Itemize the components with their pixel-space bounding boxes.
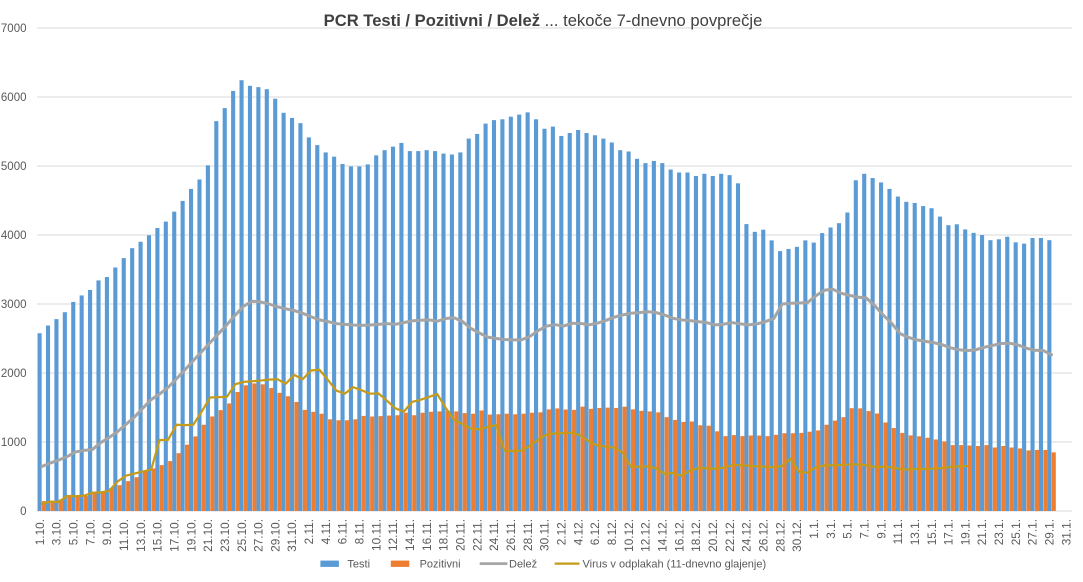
svg-text:7.1.: 7.1. bbox=[857, 519, 871, 539]
svg-text:13.10.: 13.10. bbox=[134, 519, 148, 552]
svg-text:Virus v odplakah (11-dnevno gl: Virus v odplakah (11-dnevno glajenje) bbox=[583, 558, 767, 570]
svg-text:12.12.: 12.12. bbox=[639, 519, 653, 552]
svg-text:18.12.: 18.12. bbox=[689, 519, 703, 552]
svg-text:27.10.: 27.10. bbox=[252, 519, 266, 552]
svg-text:2.12.: 2.12. bbox=[555, 519, 569, 545]
svg-text:25.10.: 25.10. bbox=[235, 519, 249, 552]
svg-text:3.1.: 3.1. bbox=[824, 519, 838, 539]
svg-text:22.12.: 22.12. bbox=[723, 519, 737, 552]
svg-text:2.11.: 2.11. bbox=[302, 519, 316, 544]
svg-text:22.11.: 22.11. bbox=[470, 519, 484, 551]
svg-text:1.1.: 1.1. bbox=[807, 519, 821, 539]
svg-text:20.11.: 20.11. bbox=[454, 519, 468, 551]
svg-text:18.11.: 18.11. bbox=[437, 519, 451, 551]
svg-text:2000: 2000 bbox=[1, 368, 27, 380]
svg-text:26.12.: 26.12. bbox=[756, 519, 770, 552]
svg-text:11.1.: 11.1. bbox=[891, 519, 905, 544]
svg-text:1000: 1000 bbox=[1, 437, 27, 449]
svg-text:8.11.: 8.11. bbox=[353, 519, 367, 544]
svg-text:27.1.: 27.1. bbox=[1026, 519, 1040, 545]
svg-text:21.1.: 21.1. bbox=[975, 519, 989, 545]
svg-text:15.10.: 15.10. bbox=[151, 519, 165, 552]
svg-text:3000: 3000 bbox=[1, 299, 27, 311]
svg-text:21.10.: 21.10. bbox=[201, 519, 215, 552]
svg-text:10.11.: 10.11. bbox=[369, 519, 383, 551]
svg-text:29.1.: 29.1. bbox=[1043, 519, 1057, 545]
svg-text:19.1.: 19.1. bbox=[958, 519, 972, 545]
svg-text:17.1.: 17.1. bbox=[942, 519, 956, 545]
svg-text:8.12.: 8.12. bbox=[605, 519, 619, 545]
svg-text:11.10.: 11.10. bbox=[117, 519, 131, 551]
svg-text:30.12.: 30.12. bbox=[790, 519, 804, 552]
svg-text:4.11.: 4.11. bbox=[319, 519, 333, 544]
svg-text:19.10.: 19.10. bbox=[184, 519, 198, 552]
svg-text:28.11.: 28.11. bbox=[521, 519, 535, 551]
svg-text:5.1.: 5.1. bbox=[841, 519, 855, 539]
svg-text:16.11.: 16.11. bbox=[420, 519, 434, 551]
svg-text:15.1.: 15.1. bbox=[925, 519, 939, 545]
svg-text:0: 0 bbox=[20, 506, 26, 518]
svg-text:6.11.: 6.11. bbox=[336, 519, 350, 544]
svg-text:4000: 4000 bbox=[1, 230, 27, 242]
svg-text:9.10.: 9.10. bbox=[100, 519, 114, 545]
svg-text:Testi: Testi bbox=[347, 558, 370, 570]
svg-text:Delež: Delež bbox=[509, 558, 537, 570]
svg-text:17.10.: 17.10. bbox=[167, 519, 181, 552]
svg-text:12.11.: 12.11. bbox=[386, 519, 400, 551]
svg-text:24.11.: 24.11. bbox=[487, 519, 501, 551]
svg-text:31.10.: 31.10. bbox=[285, 519, 299, 552]
svg-text:20.12.: 20.12. bbox=[706, 519, 720, 552]
svg-text:5000: 5000 bbox=[1, 161, 27, 173]
svg-text:16.12.: 16.12. bbox=[672, 519, 686, 552]
svg-text:Pozitivni: Pozitivni bbox=[420, 558, 461, 570]
svg-text:25.1.: 25.1. bbox=[1009, 519, 1023, 545]
svg-text:14.12.: 14.12. bbox=[655, 519, 669, 552]
svg-text:13.1.: 13.1. bbox=[908, 519, 922, 545]
svg-text:30.11.: 30.11. bbox=[538, 519, 552, 551]
svg-text:23.10.: 23.10. bbox=[218, 519, 232, 552]
svg-text:23.1.: 23.1. bbox=[992, 519, 1006, 545]
svg-text:26.11.: 26.11. bbox=[504, 519, 518, 551]
svg-text:PCR Testi / Pozitivni / Delež: PCR Testi / Pozitivni / Delež ... tekoče… bbox=[324, 11, 763, 30]
svg-text:1.10.: 1.10. bbox=[33, 519, 47, 545]
svg-text:6.12.: 6.12. bbox=[588, 519, 602, 545]
svg-text:28.12.: 28.12. bbox=[773, 519, 787, 552]
svg-text:6000: 6000 bbox=[1, 92, 27, 104]
svg-text:31.1.: 31.1. bbox=[1059, 519, 1073, 545]
svg-text:14.11.: 14.11. bbox=[403, 519, 417, 551]
svg-text:10.12.: 10.12. bbox=[622, 519, 636, 552]
svg-text:5.10.: 5.10. bbox=[66, 519, 80, 545]
svg-text:29.10.: 29.10. bbox=[268, 519, 282, 552]
svg-text:3.10.: 3.10. bbox=[50, 519, 64, 545]
svg-text:7000: 7000 bbox=[1, 23, 27, 35]
svg-text:9.1.: 9.1. bbox=[874, 519, 888, 539]
svg-text:7.10.: 7.10. bbox=[83, 519, 97, 545]
svg-text:24.12.: 24.12. bbox=[740, 519, 754, 552]
svg-text:4.12.: 4.12. bbox=[571, 519, 585, 545]
